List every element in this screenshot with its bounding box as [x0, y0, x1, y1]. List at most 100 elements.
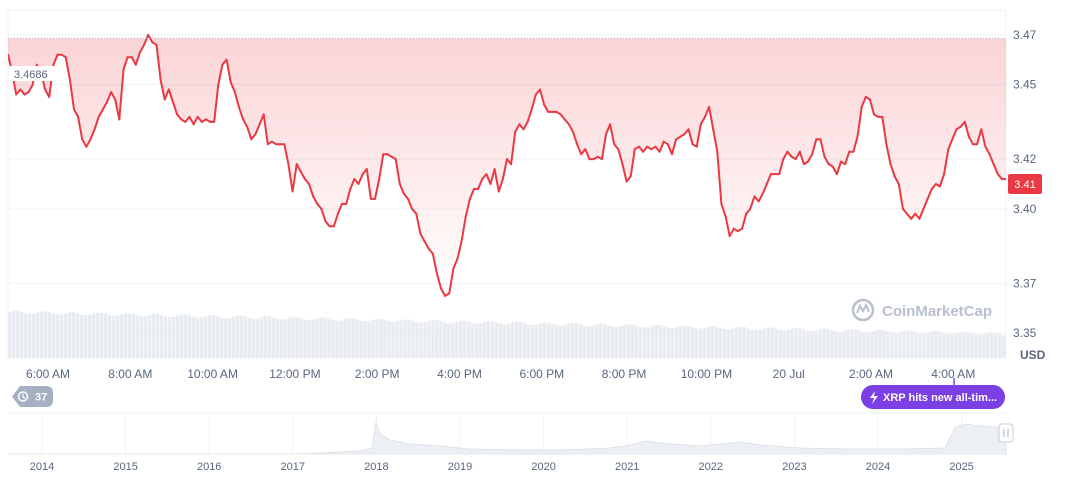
price-line-segment	[852, 135, 859, 153]
volume-bar	[251, 318, 255, 358]
price-line-segment	[452, 257, 459, 270]
volume-bar	[546, 322, 551, 358]
volume-bar	[874, 330, 878, 358]
volume-bar	[778, 330, 782, 358]
volume-bar	[63, 313, 68, 358]
volume-bar	[858, 330, 862, 358]
volume-bar	[32, 313, 36, 358]
overview-year-label: 2019	[448, 461, 472, 473]
volume-bar	[451, 322, 455, 358]
price-line-segment	[106, 91, 113, 103]
price-line-segment	[720, 202, 727, 218]
price-line-segment	[229, 81, 236, 93]
volume-bar	[558, 325, 563, 358]
volume-bar	[958, 332, 962, 358]
price-line-segment	[860, 96, 867, 108]
price-line-segment	[572, 130, 579, 146]
volume-bar	[20, 311, 24, 358]
volume-bar	[483, 322, 487, 358]
volume-bar	[519, 322, 523, 358]
price-line-segment	[415, 212, 422, 235]
overview-year-label: 2014	[30, 461, 54, 473]
volume-bar	[431, 320, 435, 358]
price-line-segment	[237, 105, 245, 121]
volume-bar	[566, 323, 571, 358]
price-line-segment	[671, 138, 678, 156]
price-line-segment	[897, 183, 904, 210]
volume-bar	[610, 326, 615, 358]
volume-bar	[942, 332, 946, 358]
volume-bar	[930, 331, 934, 358]
price-line-segment	[316, 202, 323, 210]
volume-bar	[123, 313, 128, 358]
price-line-segment	[786, 150, 793, 158]
volume-bar	[291, 316, 295, 358]
price-line-segment	[167, 88, 174, 103]
y-tick-label: 3.37	[1013, 276, 1037, 290]
volume-bar	[523, 323, 527, 358]
volume-bar	[119, 314, 124, 358]
price-line-segment	[951, 128, 958, 141]
price-line-segment	[122, 56, 129, 71]
price-line-segment	[996, 173, 1003, 180]
volume-bar	[738, 326, 742, 358]
x-tick-label: 6:00 PM	[519, 367, 564, 381]
price-line-segment	[930, 183, 937, 190]
overview-navigator[interactable]: 2014 2015 2016 2017 2018 2019 2020 2021 2022 2023…	[8, 412, 1014, 473]
volume-bar	[271, 317, 275, 358]
volume-bar	[798, 328, 802, 358]
volume-bar	[139, 316, 144, 358]
volume-bar	[962, 331, 966, 358]
price-line-segment	[501, 158, 508, 180]
volume-bar	[602, 323, 607, 358]
price-line-segment	[906, 212, 913, 220]
price-line-segment	[460, 215, 467, 243]
price-line-segment	[741, 212, 748, 230]
price-line-segment	[708, 105, 715, 131]
volume-bar	[534, 324, 539, 358]
x-tick-label: 8:00 PM	[602, 367, 647, 381]
overview-year-label: 2025	[949, 461, 973, 473]
price-line-segment	[287, 163, 294, 193]
price-line-segment	[345, 188, 352, 205]
volume-bar	[642, 327, 647, 358]
volume-bar	[287, 317, 291, 358]
volume-bar	[818, 329, 822, 358]
volume-bar	[203, 316, 207, 358]
volume-bar	[966, 332, 970, 358]
price-line-segment	[918, 207, 925, 220]
price-line-segment	[757, 192, 764, 203]
y-axis: 3.35 3.37 3.40 3.42 3.45 3.47	[1013, 28, 1037, 340]
lightning-icon	[870, 391, 878, 404]
volume-bar	[127, 313, 132, 358]
volume-bar	[786, 329, 790, 358]
price-line-segment	[262, 113, 269, 146]
price-line-segment	[807, 153, 814, 163]
volume-bar	[199, 317, 203, 358]
price-line-segment	[110, 91, 117, 101]
volume-bar	[782, 330, 786, 358]
volume-bar	[363, 321, 367, 358]
overview-range-handle[interactable]	[998, 423, 1014, 443]
overview-years-axis: 2014 2015 2016 2017 2018 2019 2020 2021 2022 2023…	[30, 461, 974, 473]
volume-bar	[375, 318, 379, 358]
price-line-segment	[73, 108, 80, 118]
volume-bar	[307, 320, 311, 358]
price-area-fill	[8, 34, 1006, 296]
history-events-button[interactable]: 37	[12, 386, 53, 407]
volume-bar	[906, 330, 910, 358]
price-line-segment	[493, 168, 500, 193]
price-line-segment	[811, 138, 818, 156]
price-line-segment	[658, 140, 665, 153]
price-line-segment	[584, 148, 591, 161]
volume-bar	[147, 315, 152, 358]
volume-bar	[842, 331, 846, 358]
volume-bar	[159, 314, 164, 358]
volume-bar	[219, 317, 223, 358]
news-event-button[interactable]: XRP hits new all-tim...	[861, 378, 1005, 409]
price-line-segment	[563, 118, 570, 126]
volume-bar	[443, 322, 447, 358]
price-line-segment	[889, 163, 896, 178]
price-line-segment	[638, 145, 645, 153]
